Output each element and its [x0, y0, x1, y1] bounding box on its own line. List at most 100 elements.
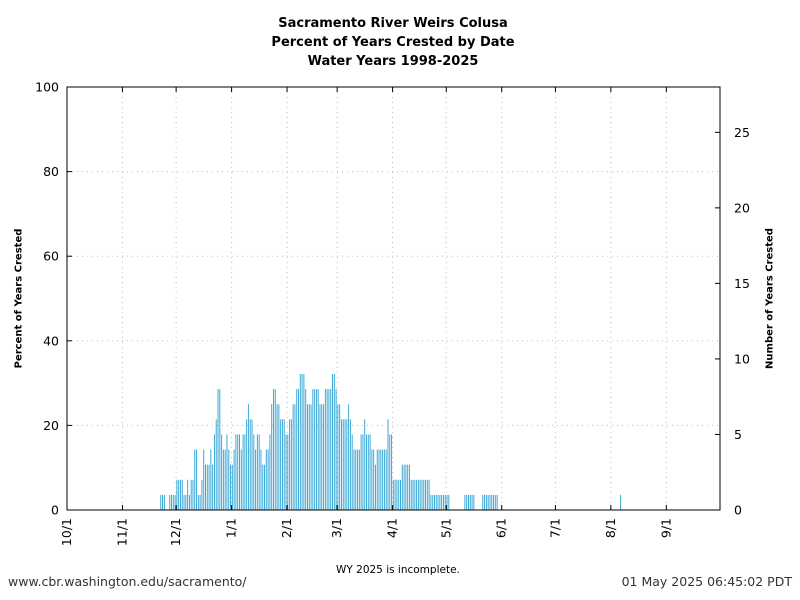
- bar: [339, 404, 341, 510]
- bar: [260, 449, 262, 510]
- bar: [283, 419, 285, 510]
- bar: [324, 389, 326, 510]
- bar: [228, 449, 230, 510]
- bar: [312, 389, 314, 510]
- y-tick-label: 60: [43, 249, 59, 264]
- bar: [298, 389, 300, 510]
- bar: [385, 449, 387, 510]
- bar: [247, 404, 249, 510]
- right-axis-tick-labels: 0 5 10 15 20 25: [734, 125, 750, 518]
- bar: [172, 494, 174, 510]
- bar: [330, 389, 332, 510]
- bar: [258, 434, 260, 510]
- bar: [394, 479, 396, 510]
- x-tick-label: 5/1: [438, 518, 453, 538]
- bar: [484, 494, 486, 510]
- grid: [67, 87, 720, 510]
- bar: [215, 419, 217, 510]
- bar: [396, 479, 398, 510]
- bar: [380, 449, 382, 510]
- chart-title-line-1: Sacramento River Weirs Colusa: [278, 16, 508, 31]
- bar: [342, 419, 344, 510]
- bar: [203, 449, 205, 510]
- bar: [496, 494, 498, 510]
- bar: [412, 479, 414, 510]
- bar: [181, 479, 183, 510]
- bar: [426, 479, 428, 510]
- bar: [448, 494, 450, 510]
- bar: [442, 494, 444, 510]
- bar: [382, 449, 384, 510]
- bar: [358, 449, 360, 510]
- bar: [362, 434, 364, 510]
- bar: [373, 449, 375, 510]
- x-tick-label: 7/1: [547, 518, 562, 538]
- x-tick-label: 12/1: [168, 518, 183, 546]
- bar: [407, 464, 409, 510]
- bar: [487, 494, 489, 510]
- bar: [222, 449, 224, 510]
- bar: [371, 449, 373, 510]
- timestamp: 01 May 2025 06:45:02 PDT: [621, 574, 792, 589]
- bar: [303, 374, 305, 510]
- x-axis-tick-labels: 10/1 11/1 12/1 1/1 2/1 3/1 4/1 5/1 6/1 7/1 8/1 9/1: [59, 518, 673, 546]
- bar: [244, 434, 246, 510]
- bar: [468, 494, 469, 510]
- bar: [169, 494, 171, 510]
- bar: [494, 494, 496, 510]
- bar: [224, 449, 226, 510]
- x-tick-label: 11/1: [114, 518, 129, 546]
- bar: [305, 389, 307, 510]
- bar: [366, 434, 367, 510]
- bar: [294, 404, 296, 510]
- bar: [249, 419, 251, 510]
- bar: [296, 389, 298, 510]
- bar: [290, 419, 292, 510]
- x-tick-label: 6/1: [494, 518, 509, 538]
- x-tick-label: 1/1: [224, 518, 239, 538]
- bar: [246, 419, 248, 510]
- bar: [392, 479, 394, 510]
- bar: [434, 494, 435, 510]
- bar: [299, 374, 301, 510]
- y-axis-title: Percent of Years Crested: [14, 229, 25, 369]
- bar: [281, 419, 283, 510]
- bar: [335, 389, 337, 510]
- bar: [398, 479, 400, 510]
- y-tick-label: 80: [43, 164, 59, 179]
- bar: [473, 494, 475, 510]
- bar: [446, 494, 448, 510]
- bar: [435, 494, 437, 510]
- bar: [231, 464, 233, 510]
- bar: [255, 449, 257, 510]
- bar: [174, 494, 176, 510]
- chart-title-line-2: Percent of Years Crested by Date: [271, 35, 514, 50]
- bar: [364, 419, 366, 510]
- bar: [219, 389, 221, 510]
- bar: [185, 494, 187, 510]
- bar: [192, 479, 194, 510]
- bar: [444, 494, 446, 510]
- bar: [197, 494, 199, 510]
- bar: [389, 434, 391, 510]
- bar: [367, 434, 369, 510]
- bar: [285, 434, 287, 510]
- bar: [240, 449, 242, 510]
- bar: [274, 389, 276, 510]
- bar: [351, 434, 353, 510]
- bar: [308, 404, 310, 510]
- bar: [235, 434, 237, 510]
- bar: [190, 479, 192, 510]
- bar: [188, 494, 190, 510]
- bar: [432, 494, 434, 510]
- bar: [430, 494, 432, 510]
- bar: [306, 404, 308, 510]
- bar: [319, 404, 321, 510]
- bar: [620, 494, 622, 510]
- source-url-link[interactable]: www.cbr.washington.edu/sacramento/: [8, 574, 247, 589]
- y2-axis-title: Number of Years Crested: [765, 228, 776, 369]
- bar: [187, 479, 189, 510]
- bar: [179, 479, 181, 510]
- bar: [332, 374, 334, 510]
